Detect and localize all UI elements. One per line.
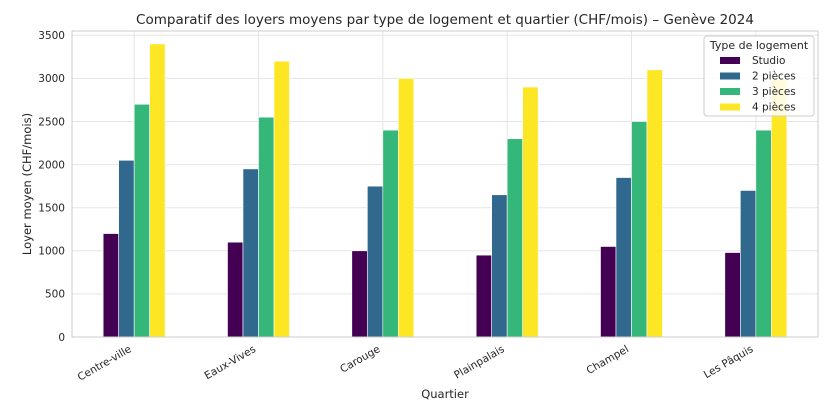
y-tick-label: 500: [45, 289, 65, 301]
bar-3-4: [646, 69, 663, 338]
legend-swatch-2: [720, 88, 740, 95]
x-tick-label: Carouge: [338, 343, 382, 375]
y-tick-label: 1500: [38, 203, 65, 215]
bar-0-4: [600, 246, 617, 338]
bar-2-5: [755, 129, 772, 338]
x-tick-label: Centre-ville: [76, 343, 134, 383]
y-axis-title: Loyer moyen (CHF/mois): [20, 113, 34, 255]
legend-swatch-3: [720, 103, 740, 111]
x-tick-label: Champel: [585, 343, 631, 377]
bar-0-3: [475, 254, 492, 338]
bar-1-0: [118, 159, 135, 338]
legend-swatch-1: [720, 72, 740, 80]
bar-3-3: [522, 86, 539, 338]
y-tick-label: 1000: [38, 246, 65, 258]
bar-3-2: [398, 78, 415, 338]
legend-box: [703, 35, 815, 117]
y-tick-labels: 0 500 1000 1500 2000 2500 3000 3500: [38, 30, 65, 344]
x-tick-labels: Centre-ville Eaux-Vives Carouge Plainpalais…: [76, 343, 756, 383]
legend-label-3: 4 pièces: [752, 102, 796, 114]
legend-swatch-0: [720, 57, 740, 64]
bar-1-2: [367, 185, 384, 338]
legend-label-1: 2 pièces: [752, 71, 796, 83]
legend-items: Studio 2 pièces 3 pièces 4 pièces: [720, 55, 796, 114]
y-tick-label: 3500: [38, 30, 65, 42]
legend: Type de logement Studio 2 pièces 3 pièces 4…: [703, 35, 815, 117]
plot-frame: [71, 30, 819, 338]
bar-2-3: [506, 138, 523, 338]
bar-1-4: [615, 177, 632, 338]
bar-2-1: [258, 116, 275, 338]
legend-label-0: Studio: [752, 55, 785, 67]
legend-label-2: 3 pièces: [752, 86, 796, 98]
y-tick-label: 3000: [38, 73, 65, 85]
x-tick-label: Plainpalais: [452, 343, 507, 381]
bar-1-3: [491, 194, 508, 338]
y-tick-label: 0: [58, 332, 65, 344]
bar-2-2: [382, 129, 399, 338]
y-tick-label: 2000: [38, 159, 65, 171]
bar-0-5: [724, 252, 741, 338]
bar-3-0: [149, 43, 166, 338]
x-tick-label: Eaux-Vives: [203, 343, 258, 382]
bar-0-2: [351, 250, 368, 338]
bar-0-0: [102, 233, 119, 338]
bar-0-1: [227, 241, 244, 338]
x-tick-label: Les Pâquis: [702, 343, 756, 381]
bar-1-1: [242, 168, 259, 338]
bar-2-4: [631, 121, 648, 338]
bar-1-5: [740, 190, 757, 338]
bars: [102, 43, 788, 338]
bar-2-0: [133, 103, 150, 338]
y-tick-label: 2500: [38, 116, 65, 128]
bar-3-1: [273, 60, 290, 338]
x-axis-title: Quartier: [421, 387, 469, 401]
legend-title: Type de logement: [709, 39, 809, 52]
bar-3-5: [771, 78, 788, 338]
chart-title: Comparatif des loyers moyens par type de…: [136, 12, 754, 28]
axes: [71, 30, 819, 338]
